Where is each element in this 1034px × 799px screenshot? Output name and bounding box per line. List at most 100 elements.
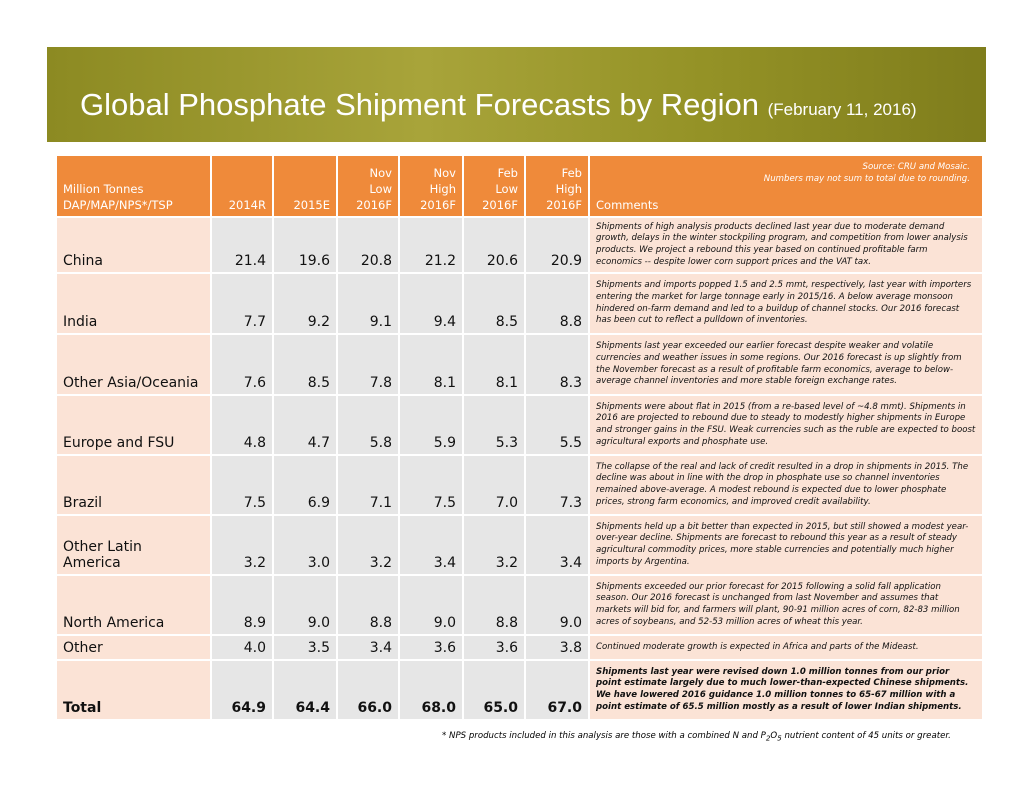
value-cell: 9.0 [524, 574, 590, 636]
header-line: Feb [497, 166, 518, 180]
value-cell: 7.3 [524, 454, 590, 516]
value-cell: 8.1 [398, 333, 464, 396]
value-cell: 7.7 [210, 272, 274, 335]
table-row: Other Asia/Oceania 7.6 8.5 7.8 8.1 8.1 8.3 Ship… [55, 333, 984, 396]
value-cell: 3.0 [272, 514, 338, 576]
comment-cell: Shipments held up a bit better than expe… [588, 514, 984, 576]
header-row: Million Tonnes DAP/MAP/NPS*/TSP 2014R 2015E… [55, 154, 984, 218]
value-cell: 7.5 [398, 454, 464, 516]
value-cell: 3.2 [210, 514, 274, 576]
value-cell: 8.5 [272, 333, 338, 396]
header-line: Low [369, 182, 392, 196]
banner: Global Phosphate Shipment Forecasts by R… [47, 47, 986, 142]
header-cell: Nov Low 2016F [336, 154, 400, 218]
value-cell: 3.6 [398, 634, 464, 661]
value-cell: 9.0 [272, 574, 338, 636]
value-cell: 67.0 [524, 659, 590, 721]
title: Global Phosphate Shipment Forecasts by R… [80, 87, 917, 123]
table-row: Europe and FSU 4.8 4.7 5.8 5.9 5.3 5.5 Shipment… [55, 394, 984, 456]
value-cell: 8.5 [462, 272, 526, 335]
value-cell: 68.0 [398, 659, 464, 721]
value-cell: 9.1 [336, 272, 400, 335]
header-cell: Feb High 2016F [524, 154, 590, 218]
header-cell: Nov High 2016F [398, 154, 464, 218]
table-row: China 21.4 19.6 20.8 21.2 20.6 20.9 Shipments o… [55, 216, 984, 274]
table-row: Brazil 7.5 6.9 7.1 7.5 7.0 7.3 The collapse of … [55, 454, 984, 516]
header-line: DAP/MAP/NPS*/TSP [63, 198, 173, 212]
header-line: Low [495, 182, 518, 196]
footnote-text: * NPS products included in this analysis… [442, 731, 766, 741]
value-cell: 7.0 [462, 454, 526, 516]
value-cell: 3.8 [524, 634, 590, 661]
value-cell: 4.0 [210, 634, 274, 661]
value-cell: 21.4 [210, 216, 274, 274]
region-cell: Other Latin America [55, 514, 212, 576]
header-line: High [555, 182, 582, 196]
table-row: Other Latin America 3.2 3.0 3.2 3.4 3.2 3.4 Shi… [55, 514, 984, 576]
comment-cell: Continued moderate growth is expected in… [588, 634, 984, 661]
value-cell: 3.4 [398, 514, 464, 576]
value-cell: 8.8 [524, 272, 590, 335]
header-line: High [429, 182, 456, 196]
header-cell: Million Tonnes DAP/MAP/NPS*/TSP [55, 154, 212, 218]
comment-cell: Shipments and imports popped 1.5 and 2.5… [588, 272, 984, 335]
comment-cell: Shipments of high analysis products decl… [588, 216, 984, 274]
region-cell: China [55, 216, 212, 274]
footnote-sub: 2 [765, 733, 771, 743]
subtitle: (February 11, 2016) [767, 100, 917, 119]
table-row: India 7.7 9.2 9.1 9.4 8.5 8.8 Shipments and imp… [55, 272, 984, 335]
table-row: Total 64.9 64.4 66.0 68.0 65.0 67.0 Shipments l… [55, 659, 984, 721]
header-line: 2016F [420, 198, 456, 212]
footnote-sub: 5 [777, 733, 782, 743]
value-cell: 3.4 [336, 634, 400, 661]
value-cell: 8.1 [462, 333, 526, 396]
title-text: Global Phosphate Shipment Forecasts by R… [80, 87, 759, 122]
value-cell: 64.4 [272, 659, 338, 721]
value-cell: 66.0 [336, 659, 400, 721]
region-cell: Total [55, 659, 212, 721]
value-cell: 8.8 [336, 574, 400, 636]
value-cell: 3.2 [462, 514, 526, 576]
header-line: Nov [433, 166, 456, 180]
source-note: Source: CRU and Mosaic. [862, 162, 971, 172]
value-cell: 20.8 [336, 216, 400, 274]
comment-cell: Shipments exceeded our prior forecast fo… [588, 574, 984, 636]
header-cell: Source: CRU and Mosaic. Numbers may not s… [588, 154, 984, 218]
comment-cell: Shipments last year were revised down 1.… [588, 659, 984, 721]
header-line: 2014R [228, 198, 266, 212]
value-cell: 6.9 [272, 454, 338, 516]
value-cell: 9.0 [398, 574, 464, 636]
value-cell: 5.3 [462, 394, 526, 456]
header-line: 2015E [293, 198, 330, 212]
footnote: * NPS products included in this analysis… [442, 731, 951, 743]
value-cell: 65.0 [462, 659, 526, 721]
value-cell: 7.5 [210, 454, 274, 516]
comments-label: Comments [596, 198, 659, 212]
value-cell: 7.8 [336, 333, 400, 396]
table-row: North America 8.9 9.0 8.8 9.0 8.8 9.0 Shipments… [55, 574, 984, 636]
comment-cell: Shipments last year exceeded our earlier… [588, 333, 984, 396]
value-cell: 9.2 [272, 272, 338, 335]
rounding-note: Numbers may not sum to total due to roun… [763, 174, 970, 184]
value-cell: 3.5 [272, 634, 338, 661]
value-cell: 8.8 [462, 574, 526, 636]
value-cell: 3.6 [462, 634, 526, 661]
header-cell: 2014R [210, 154, 274, 218]
table-row: Other 4.0 3.5 3.4 3.6 3.6 3.8 Continued moderat… [55, 634, 984, 661]
value-cell: 7.6 [210, 333, 274, 396]
header-line: Million Tonnes [63, 182, 144, 196]
value-cell: 9.4 [398, 272, 464, 335]
forecast-table: Million Tonnes DAP/MAP/NPS*/TSP 2014R 2015E… [55, 154, 984, 721]
footnote-text: O [770, 731, 778, 741]
value-cell: 64.9 [210, 659, 274, 721]
region-cell: Brazil [55, 454, 212, 516]
comment-cell: The collapse of the real and lack of cre… [588, 454, 984, 516]
region-cell: India [55, 272, 212, 335]
header-cell: Feb Low 2016F [462, 154, 526, 218]
value-cell: 4.8 [210, 394, 274, 456]
value-cell: 5.5 [524, 394, 590, 456]
header-cell: 2015E [272, 154, 338, 218]
value-cell: 5.9 [398, 394, 464, 456]
region-cell: North America [55, 574, 212, 636]
